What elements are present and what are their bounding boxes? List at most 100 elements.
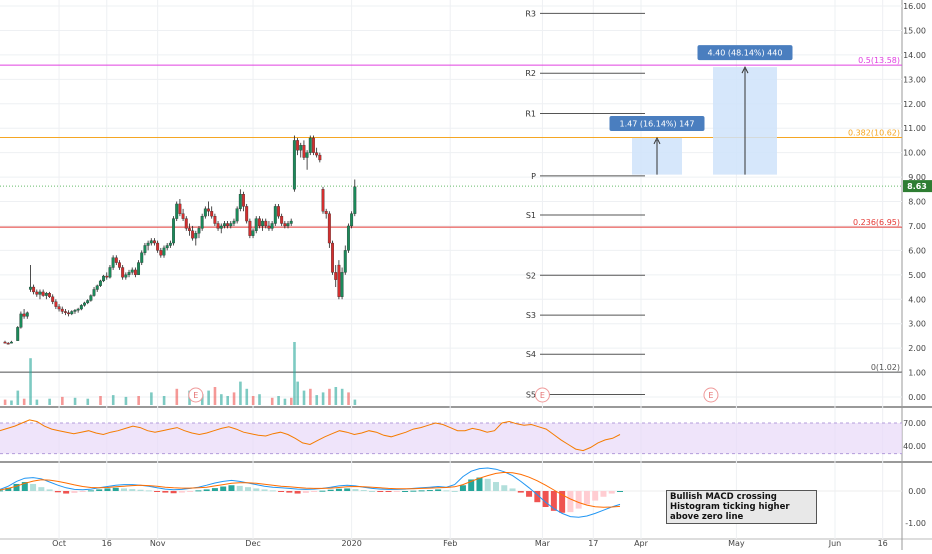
macd-histogram-bar <box>278 491 285 492</box>
macd-histogram-bar <box>402 491 409 492</box>
volume-bar <box>353 399 357 405</box>
macd-histogram-bar <box>509 488 516 491</box>
volume-bar <box>73 397 77 405</box>
candle-body <box>143 245 147 253</box>
candle-body <box>210 211 214 217</box>
macd-histogram-bar <box>5 487 12 491</box>
candle-body <box>19 313 23 328</box>
candle-body <box>292 140 296 190</box>
macd-histogram-bar <box>484 478 491 491</box>
volume-bar <box>302 390 306 405</box>
volume-bar <box>315 395 319 405</box>
macd-histogram-bar <box>468 479 475 491</box>
price-tick-label: 8.00 <box>908 198 926 207</box>
macd-histogram-bar <box>369 491 375 492</box>
candle-body <box>213 216 217 224</box>
macd-histogram-bar <box>526 491 533 497</box>
macd-histogram-bar <box>311 491 318 492</box>
macd-histogram-bar <box>30 483 37 491</box>
earnings-mark <box>703 387 719 403</box>
volume-bar <box>86 398 90 405</box>
time-tick-label: Feb <box>443 539 457 548</box>
macd-histogram-bar <box>559 491 566 513</box>
candle-body <box>261 220 265 227</box>
price-tick-label: 9.00 <box>908 173 926 182</box>
candle-body <box>108 267 112 278</box>
pivot-label: S1 <box>526 211 536 220</box>
candle-body <box>219 225 223 229</box>
measure-label-box <box>609 115 705 131</box>
macd-histogram-bar <box>87 490 94 492</box>
price-tick-label: 16.00 <box>903 2 926 11</box>
macd-histogram-bar <box>187 491 194 492</box>
candle-body <box>137 262 141 275</box>
macd-histogram-bar <box>178 491 185 493</box>
candle-body <box>127 272 131 275</box>
candle-body <box>130 269 134 273</box>
candle-body <box>296 140 300 151</box>
earnings-mark <box>188 387 204 403</box>
candle-body <box>222 223 226 227</box>
candle-body <box>331 242 334 273</box>
macd-histogram-bar <box>63 491 70 494</box>
price-tick-label: 10.00 <box>903 149 926 158</box>
volume-bar <box>232 392 236 405</box>
candle-body <box>92 289 96 296</box>
candle-body <box>102 275 106 282</box>
candle-body <box>3 341 7 344</box>
rsi-line <box>0 419 621 452</box>
macd-histogram-bar <box>162 491 169 493</box>
pivot-label: S4 <box>526 350 536 359</box>
volume-bar <box>220 394 223 405</box>
candle-body <box>318 154 322 161</box>
candle-body <box>308 137 312 153</box>
macd-histogram-bar <box>137 489 144 491</box>
volume-bar <box>226 396 229 405</box>
macd-histogram-bar <box>79 491 86 492</box>
candle-body <box>54 301 58 307</box>
measure-label: 1.47 (16.14%) 147 <box>620 119 695 128</box>
candle-body <box>181 213 185 219</box>
volume-bar <box>162 396 166 405</box>
fib-level-label: 0(1.02) <box>871 363 900 372</box>
volume-bar <box>309 388 312 405</box>
time-tick-label: 2020 <box>341 539 361 548</box>
volume-bar <box>321 392 325 405</box>
volume-bar <box>16 390 20 405</box>
candle-body <box>44 292 48 296</box>
macd-histogram-bar <box>261 489 268 491</box>
macd-histogram-bar <box>377 491 384 492</box>
candle-body <box>184 218 188 229</box>
macd-histogram-bar <box>145 490 152 492</box>
volume-bar <box>29 358 32 405</box>
volume-bar <box>270 397 274 405</box>
price-tick-label: 13.00 <box>903 75 926 84</box>
candle-body <box>70 311 74 315</box>
pivot-label: R2 <box>525 69 536 78</box>
candle-body <box>321 189 325 212</box>
rsi-tick-label: 70.00 <box>903 419 926 428</box>
measure-label-box <box>697 45 793 61</box>
price-pane <box>0 0 902 405</box>
pivot-label: S5 <box>526 391 536 400</box>
candle-body <box>79 305 83 310</box>
candle-body <box>32 286 36 293</box>
candle-body <box>315 152 319 156</box>
earnings-mark-label: E <box>708 391 713 400</box>
candle-body <box>83 302 86 306</box>
candle-body <box>67 312 71 315</box>
price-tick-label: 0.00 <box>908 393 926 402</box>
volume-bar <box>283 398 287 405</box>
volume-bar <box>347 392 350 405</box>
macd-histogram-bar <box>46 489 53 491</box>
candle-body <box>286 223 290 227</box>
macd-histogram-bar <box>327 489 334 491</box>
candle-body <box>203 208 207 217</box>
macd-histogram-bar <box>294 491 301 494</box>
volume-bar <box>10 400 13 405</box>
candle-body <box>73 310 77 312</box>
candle-body <box>118 262 121 268</box>
price-tick-label: 2.00 <box>908 344 926 353</box>
candle-body <box>48 292 51 297</box>
